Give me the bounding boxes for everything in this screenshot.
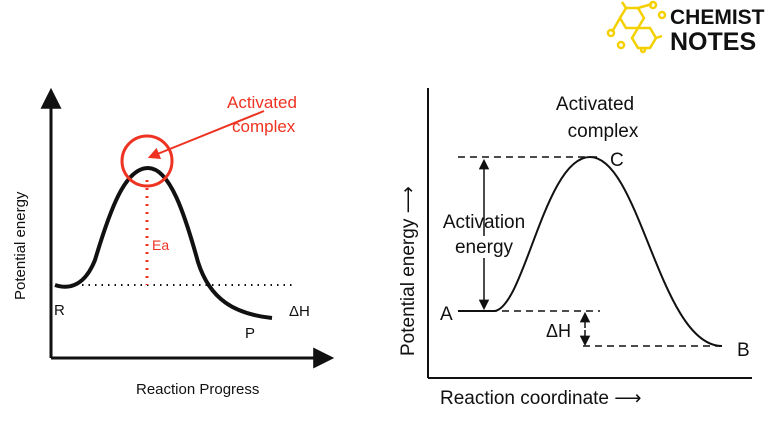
logo-text-notes: NOTES (670, 28, 756, 56)
reactant-label: R (54, 302, 65, 319)
activation-line1: Activation (443, 212, 525, 233)
ea-label: Ea (152, 237, 169, 253)
x-axis-label: Reaction Progress (136, 381, 259, 398)
point-c-label: C (610, 150, 624, 171)
energy-curve (458, 155, 723, 347)
enthalpy-label: ΔH (289, 303, 310, 320)
point-a-label: A (440, 304, 453, 325)
annotation-line1: Activated (556, 94, 634, 115)
activated-complex-circle (120, 134, 174, 188)
molecule-icon (606, 0, 667, 54)
x-axis-label: Reaction coordinate ⟶ (440, 388, 642, 409)
point-b-label: B (737, 340, 750, 361)
logo-text-chemist: CHEMIST (670, 6, 765, 29)
left-energy-diagram: Activated complex Ea R P ΔH Potential en… (12, 87, 335, 398)
energy-curve (54, 165, 273, 320)
enthalpy-label: ΔH (546, 321, 571, 341)
chemist-notes-logo: CHEMIST NOTES (606, 0, 765, 56)
y-axis-label: Potential energy ⟶ (398, 186, 419, 356)
annotation-line1: Activated (227, 93, 297, 112)
annotation-line2: complex (232, 117, 296, 136)
right-energy-diagram: Activation energy Activated complex A B … (398, 88, 752, 409)
activation-line2: energy (455, 237, 514, 258)
y-axis-label: Potential energy (12, 191, 29, 300)
annotation-line2: complex (568, 121, 639, 142)
annotation-arrow (147, 110, 265, 159)
product-label: P (245, 325, 255, 342)
